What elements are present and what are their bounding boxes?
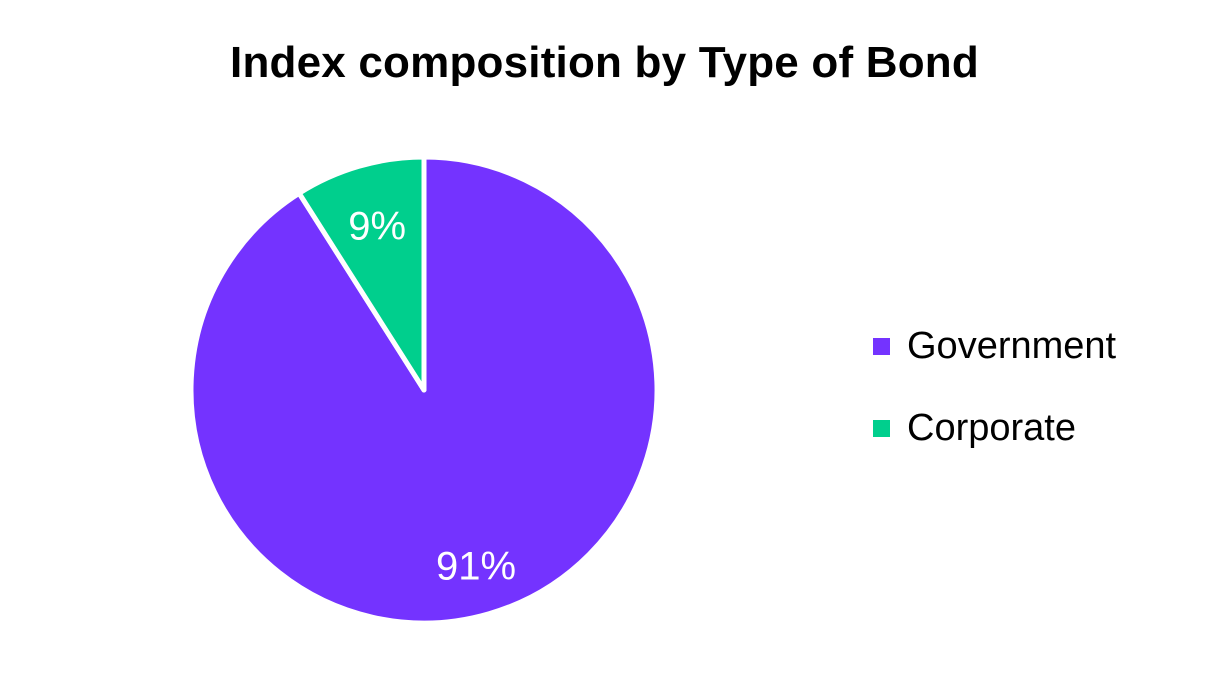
legend-label-corporate: Corporate <box>907 406 1076 449</box>
legend-item-government: Government <box>873 322 1116 370</box>
chart-title: Index composition by Type of Bond <box>230 38 979 87</box>
legend: Government Corporate <box>873 322 1116 486</box>
pie-slice-corporate <box>296 154 427 393</box>
legend-label-government: Government <box>907 324 1117 367</box>
slice-labels: 91% 9% <box>348 204 516 588</box>
legend-swatch-government <box>873 337 890 355</box>
slice-label-government: 91% <box>436 545 516 589</box>
slice-label-corporate: 9% <box>348 204 406 248</box>
legend-item-corporate: Corporate <box>873 404 1116 452</box>
legend-swatch-corporate <box>873 419 890 437</box>
